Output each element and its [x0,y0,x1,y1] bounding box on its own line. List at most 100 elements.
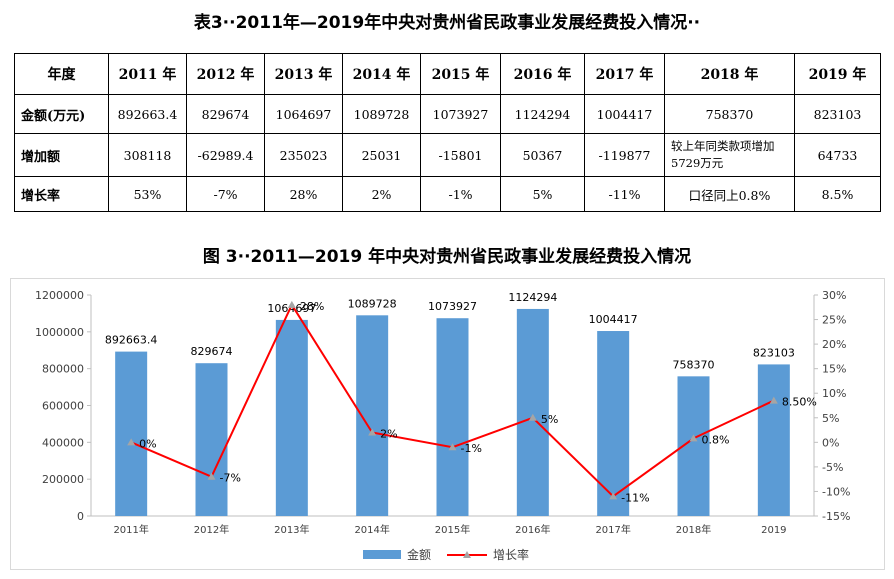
table-cell: 25031 [342,133,421,177]
table-row-amount: 金额(万元) 892663.4 829674 1064697 1089728 1… [14,94,881,134]
bar-data-label: 1089728 [348,297,397,310]
growth-rate-marker [448,443,457,451]
table-note-cell: 较上年同类款项增加5729万元 [664,133,795,177]
table-cell: 1064697 [264,94,343,134]
y-right-tick-label: 25% [822,314,846,327]
bar-data-label: 758370 [673,358,715,371]
growth-rate-marker [689,434,698,442]
x-tick-label: 2011年 [113,523,148,536]
bar [115,351,148,516]
growth-rate-marker [127,438,136,446]
growth-rate-marker [287,300,296,308]
growth-rate-marker [769,396,778,404]
bar-data-label: 829674 [191,345,233,358]
legend-label-amount: 金额 [407,547,431,562]
y-right-tick-label: 20% [822,338,846,351]
table-cell: -7% [186,176,265,212]
legend-marker-growth-rate [463,551,471,558]
table-cell: 1004417 [584,94,665,134]
x-tick-label: 2012年 [194,523,229,536]
growth-rate-data-label: 8.50% [782,396,817,409]
y-left-tick-label: 600000 [42,400,84,413]
table-cell: -119877 [584,133,665,177]
table-cell: 28% [264,176,343,212]
growth-rate-data-label: 0.8% [702,433,730,446]
bar-data-label: 1124294 [508,291,557,304]
header-year: 2019 年 [794,53,881,95]
y-right-tick-label: 30% [822,289,846,302]
x-tick-label: 2018年 [676,523,711,536]
table-header-row: 年度 2011 年 2012 年 2013 年 2014 年 2015 年 20… [14,53,881,95]
y-right-tick-label: -10% [822,485,850,498]
bar [436,318,469,516]
bar-data-label: 892663.4 [105,334,158,347]
y-left-tick-label: 800000 [42,363,84,376]
growth-rate-data-label: -1% [461,442,482,455]
bar-data-label: 823103 [753,346,795,359]
table-cell: 892663.4 [108,94,187,134]
growth-rate-data-label: -7% [220,472,241,485]
row-label: 增加额 [14,133,109,177]
table-row-growth-rate: 增长率 53% -7% 28% 2% -1% 5% -11% 口径同上0.8% … [14,176,881,212]
header-year: 2015 年 [420,53,501,95]
table-cell: 50367 [500,133,585,177]
x-tick-label: 2017年 [595,523,630,536]
table-cell: -11% [584,176,665,212]
x-tick-label: 2015年 [435,523,470,536]
x-tick-label: 2013年 [274,523,309,536]
chart-frame: 0 200000 400000 600000 800000 1000000 1200000 -… [10,278,885,570]
y-left-tick-label: 400000 [42,436,84,449]
bar [757,364,790,516]
header-year: 2012 年 [186,53,265,95]
chart-title: 图 3··2011—2019 年中央对贵州省民政事业发展经费投入情况 [202,247,692,267]
x-tick-label: 2016年 [515,523,550,536]
growth-rate-marker [207,472,216,480]
row-label: 增长率 [14,176,109,212]
header-year: 2018 年 [664,53,795,95]
header-year: 2016 年 [500,53,585,95]
growth-rate-marker [528,413,537,421]
funding-table: 年度 2011 年 2012 年 2013 年 2014 年 2015 年 20… [14,53,881,212]
table-cell: 64733 [794,133,881,177]
header-year: 2017 年 [584,53,665,95]
table-cell: -62989.4 [186,133,265,177]
row-label: 金额(万元) [14,94,109,134]
table-cell: 1089728 [342,94,421,134]
y-right-tick-label: -15% [822,510,850,523]
table-cell: 2% [342,176,421,212]
table-cell: 823103 [794,94,881,134]
header-year: 2014 年 [342,53,421,95]
table-cell: 1124294 [500,94,585,134]
table-cell: 8.5% [794,176,881,212]
table-cell: 829674 [186,94,265,134]
y-right-tick-label: 10% [822,387,846,400]
table-cell: 53% [108,176,187,212]
y-left-tick-label: 1000000 [35,326,84,339]
growth-rate-marker [368,428,377,436]
growth-rate-marker [609,492,618,500]
legend-label-growth-rate: 增长率 [493,547,529,562]
table-cell: 235023 [264,133,343,177]
bar-data-label: 1064697 [267,302,316,315]
y-right-tick-label: 5% [822,412,839,425]
y-left-tick-label: 1200000 [35,289,84,302]
header-year: 2011 年 [108,53,187,95]
bar-data-label: 1073927 [428,300,477,313]
bar-data-label: 1004417 [589,313,638,326]
bar [275,319,308,516]
y-right-tick-label: 15% [822,363,846,376]
bar [195,363,228,516]
table-cell: 1073927 [420,94,501,134]
header-year-label: 年度 [14,53,109,95]
table-cell: -15801 [420,133,501,177]
table-title: 表3··2011年—2019年中央对贵州省民政事业发展经费投入情况·· [193,13,701,33]
legend-swatch-amount [363,550,401,559]
growth-rate-data-label: 0% [139,437,156,450]
table-row-increase: 增加额 308118 -62989.4 235023 25031 -15801 … [14,133,881,177]
combo-chart: 0 200000 400000 600000 800000 1000000 1200000 -… [35,289,850,562]
y-right-tick-label: 0% [822,436,839,449]
growth-rate-data-label: 2% [380,428,397,441]
table-cell: 758370 [664,94,795,134]
y-left-tick-label: 200000 [42,473,84,486]
y-left-tick-label: 0 [77,510,84,523]
